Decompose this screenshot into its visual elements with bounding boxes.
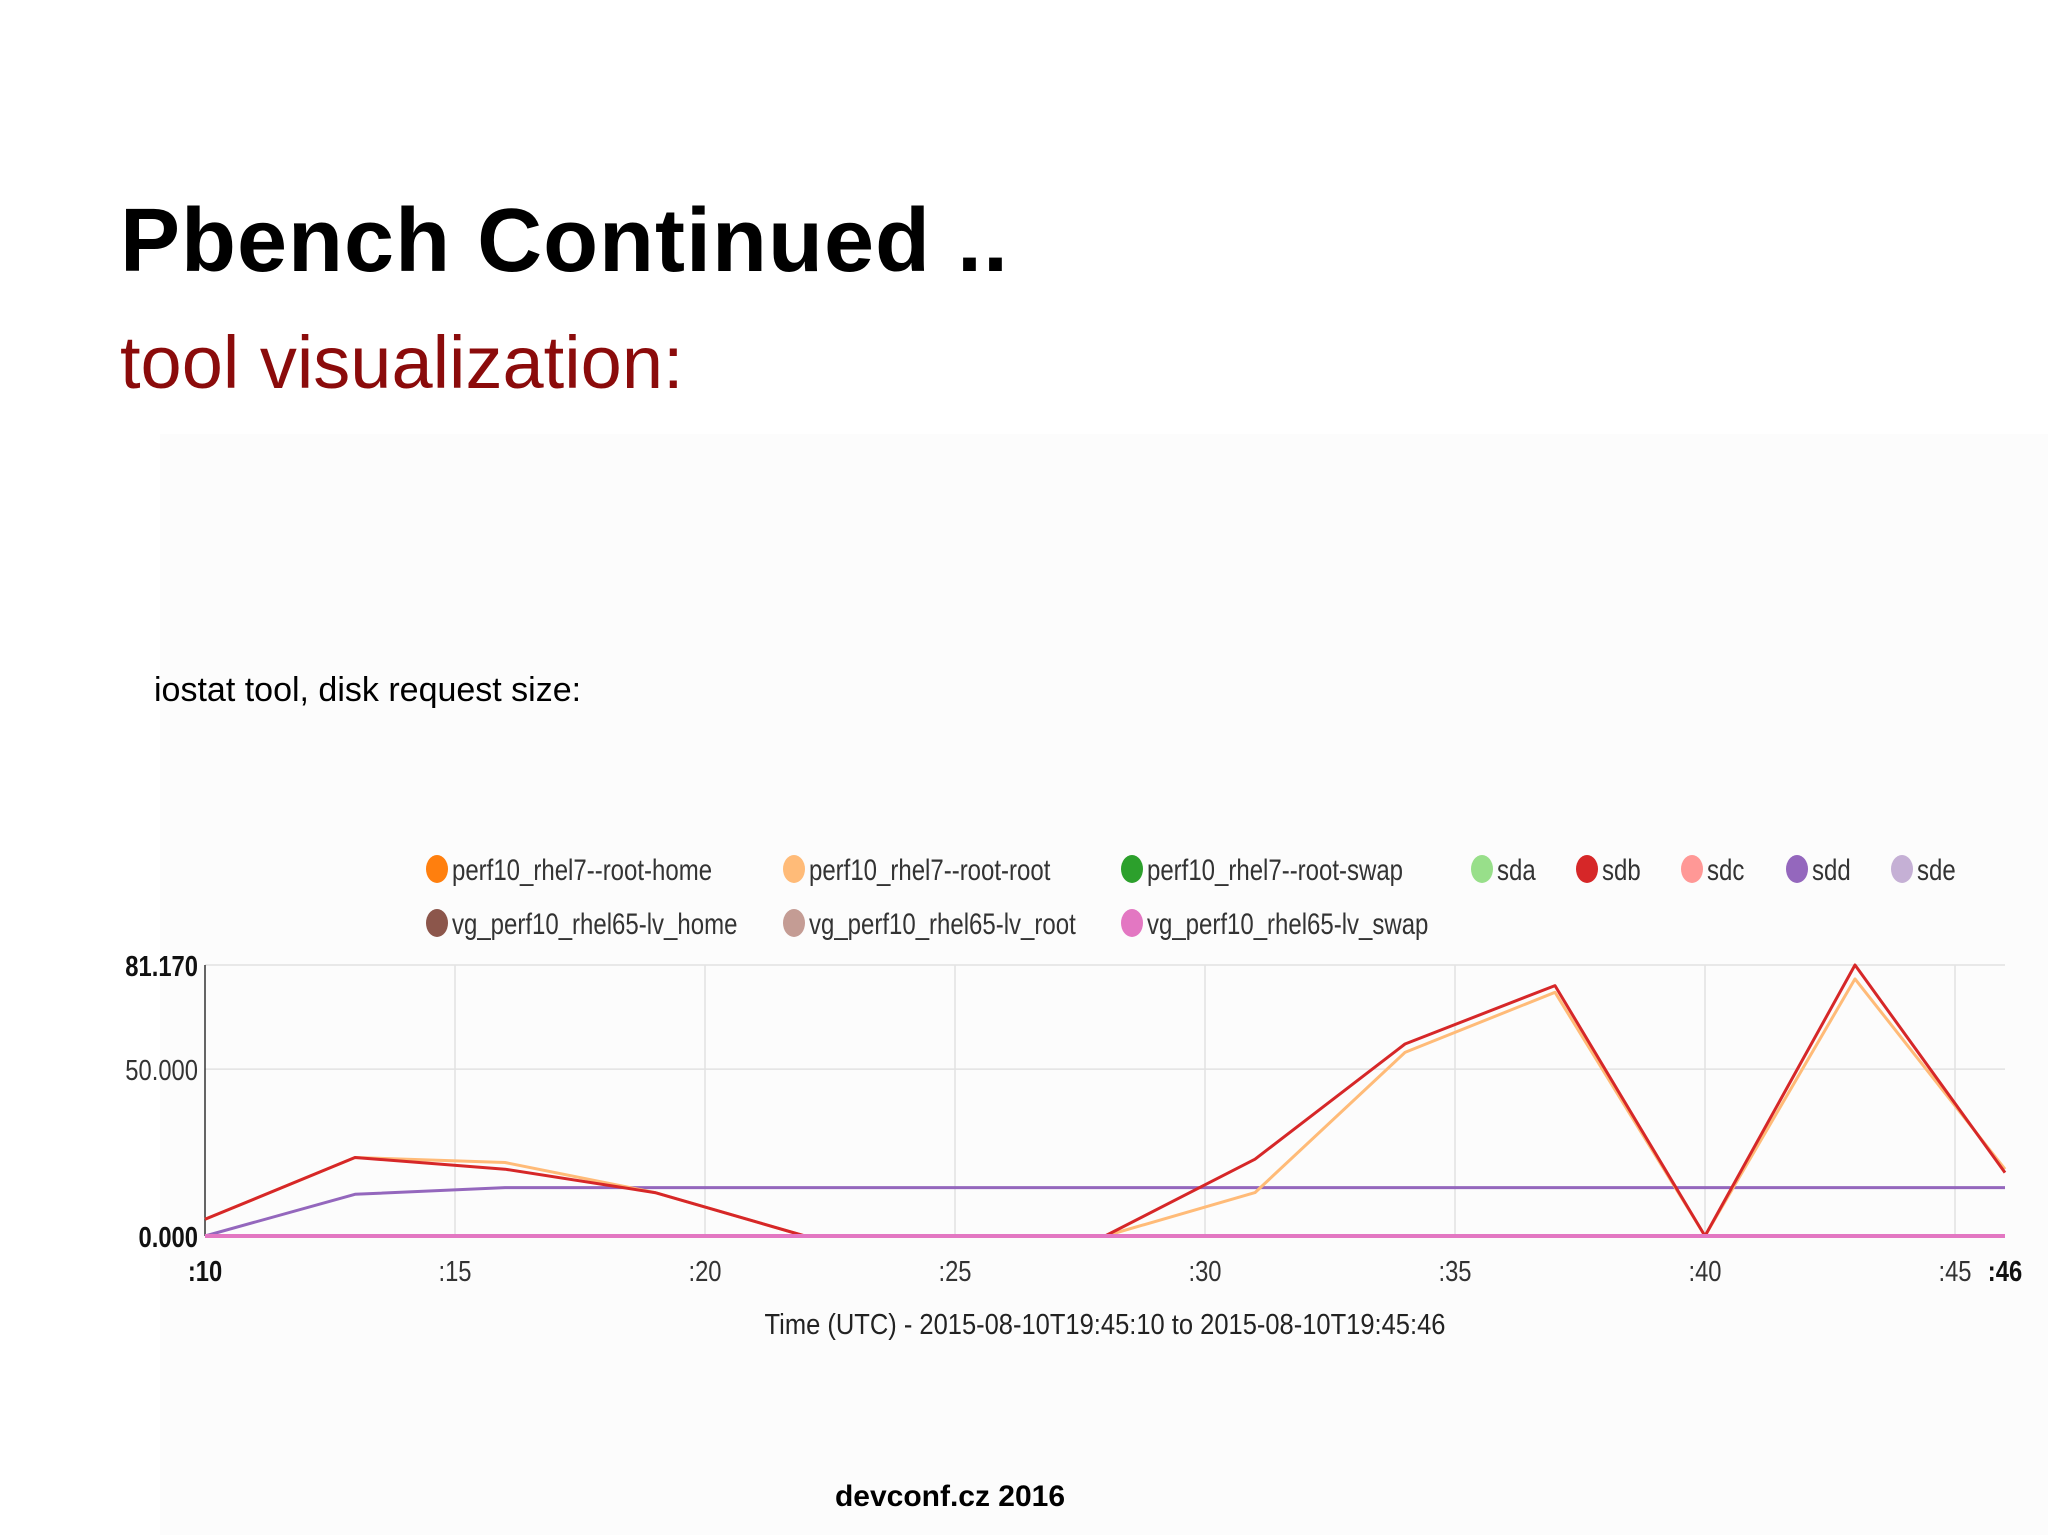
x-tick-label-25: :25 bbox=[938, 1255, 971, 1288]
legend-label: sdb bbox=[1602, 852, 1641, 886]
legend-swatch bbox=[1121, 909, 1143, 937]
legend-label: perf10_rhel7--root-swap bbox=[1147, 852, 1403, 886]
legend-item-perf10-rhel7-root-root[interactable]: perf10_rhel7--root-root bbox=[783, 852, 1051, 887]
legend-swatch bbox=[426, 909, 448, 937]
legend-swatch bbox=[1576, 855, 1598, 883]
legend-label: sda bbox=[1497, 852, 1536, 886]
series-line-sdd bbox=[204, 1186, 2005, 1238]
legend-swatch bbox=[426, 855, 448, 883]
legend-label: perf10_rhel7--root-home bbox=[452, 852, 712, 886]
legend-swatch bbox=[1121, 855, 1143, 883]
legend-label: sde bbox=[1917, 852, 1956, 886]
legend-swatch bbox=[783, 855, 805, 883]
chart-legend: perf10_rhel7--root-home perf10_rhel7--roo… bbox=[426, 852, 1956, 941]
legend-item-vg-perf10-rhel65-lv-home[interactable]: vg_perf10_rhel65-lv_home bbox=[426, 906, 737, 941]
legend-swatch bbox=[1471, 855, 1493, 883]
x-tick-label-10: :10 bbox=[188, 1255, 222, 1288]
legend-item-sdd[interactable]: sdd bbox=[1786, 852, 1851, 887]
y-tick-label-81-170: 81.170 bbox=[125, 950, 198, 983]
legend-item-perf10-rhel7-root-swap[interactable]: perf10_rhel7--root-swap bbox=[1121, 852, 1403, 887]
x-tick-label-20: :20 bbox=[688, 1255, 721, 1288]
legend-label: vg_perf10_rhel65-lv_root bbox=[809, 906, 1076, 940]
x-tick-label-46: :46 bbox=[1988, 1255, 2022, 1288]
series-line-perf10-rhel7-root-root bbox=[204, 977, 2007, 1238]
legend-swatch bbox=[1681, 855, 1703, 883]
x-tick-label-30: :30 bbox=[1188, 1255, 1221, 1288]
legend-item-vg-perf10-rhel65-lv-root[interactable]: vg_perf10_rhel65-lv_root bbox=[783, 906, 1076, 941]
legend-label: sdc bbox=[1707, 852, 1744, 886]
chart-caption: iostat tool, disk request size: bbox=[154, 671, 582, 709]
series-line-sdb bbox=[204, 963, 2007, 1238]
slide-subtitle: tool visualization: bbox=[120, 321, 684, 404]
x-tick-label-15: :15 bbox=[438, 1255, 471, 1288]
legend-item-perf10-rhel7-root-home[interactable]: perf10_rhel7--root-home bbox=[426, 852, 712, 887]
slide-footer: devconf.cz 2016 bbox=[834, 1480, 1066, 1513]
legend-swatch bbox=[1786, 855, 1808, 883]
legend-label: sdd bbox=[1812, 852, 1851, 886]
legend-item-sdb[interactable]: sdb bbox=[1576, 852, 1641, 887]
legend-item-sde[interactable]: sde bbox=[1891, 852, 1956, 887]
chart-tick-labels: :10 :15 :20 :25 :30 :35 :40 :45 :46 0.000 50.000 81… bbox=[125, 950, 2022, 1288]
legend-label: perf10_rhel7--root-root bbox=[809, 852, 1051, 886]
legend-swatch bbox=[783, 909, 805, 937]
x-tick-label-45: :45 bbox=[1938, 1255, 1971, 1288]
legend-swatch bbox=[1891, 855, 1913, 883]
x-tick-label-40: :40 bbox=[1688, 1255, 1721, 1288]
chart-axes bbox=[204, 965, 2005, 1237]
legend-label: vg_perf10_rhel65-lv_home bbox=[452, 906, 737, 940]
legend-item-sdc[interactable]: sdc bbox=[1681, 852, 1744, 887]
y-tick-label-0-000: 0.000 bbox=[139, 1221, 198, 1254]
legend-item-vg-perf10-rhel65-lv-swap[interactable]: vg_perf10_rhel65-lv_swap bbox=[1121, 906, 1428, 941]
slide-title: Pbench Continued .. bbox=[120, 191, 1009, 291]
y-tick-label-50-000: 50.000 bbox=[125, 1054, 198, 1087]
chart-grid bbox=[205, 964, 2005, 1236]
x-axis-label: Time (UTC) - 2015-08-10T19:45:10 to 2015… bbox=[765, 1307, 1446, 1340]
chart-series-lines bbox=[204, 963, 2007, 1238]
chart-panel-background bbox=[160, 434, 2048, 1535]
legend-label: vg_perf10_rhel65-lv_swap bbox=[1147, 906, 1428, 940]
legend-item-sda[interactable]: sda bbox=[1471, 852, 1536, 887]
x-tick-label-35: :35 bbox=[1438, 1255, 1471, 1288]
